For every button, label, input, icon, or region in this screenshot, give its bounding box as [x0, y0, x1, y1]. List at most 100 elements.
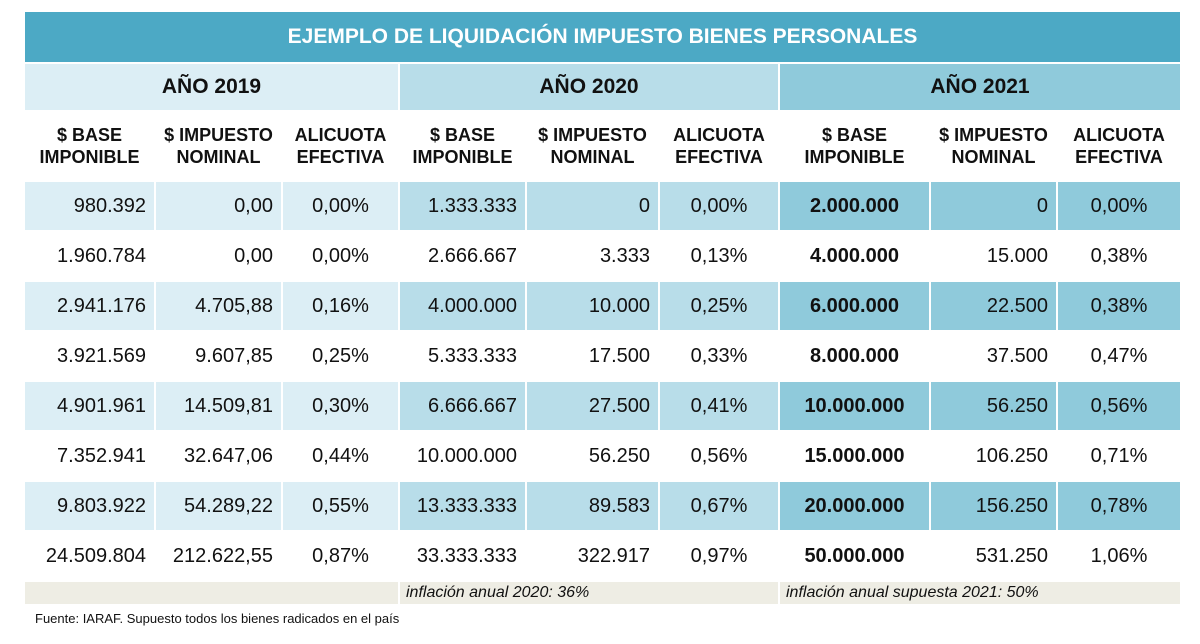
- table-row: 1.960.784 0,00 0,00% 2.666.667 3.333 0,13% 4.0…: [23, 230, 1183, 282]
- table-cell: 2.666.667: [398, 230, 527, 282]
- header-base-2020: $ BASE IMPONIBLE: [398, 110, 527, 182]
- table-cell: 0,00: [154, 230, 283, 282]
- table-cell: 1.333.333: [398, 180, 527, 232]
- notes-row: inflación anual 2020: 36% inflación anua…: [23, 580, 1183, 606]
- note-2019: [23, 580, 400, 606]
- header-line-2: IMPONIBLE: [412, 147, 513, 167]
- header-impuesto-2020: $ IMPUESTO NOMINAL: [525, 110, 660, 182]
- table-cell: 4.705,88: [154, 280, 283, 332]
- header-base-2021: $ BASE IMPONIBLE: [778, 110, 931, 182]
- table-cell: 0,97%: [658, 530, 780, 582]
- table-row: 3.921.569 9.607,85 0,25% 5.333.333 17.500 0,3…: [23, 330, 1183, 382]
- header-line-2: IMPONIBLE: [39, 147, 140, 167]
- table-cell: 0: [525, 180, 660, 232]
- table-cell: 0,25%: [281, 330, 400, 382]
- table-cell: 212.622,55: [154, 530, 283, 582]
- table-cell: 0,44%: [281, 430, 400, 482]
- year-2019-header: AÑO 2019: [23, 62, 400, 112]
- note-2020: inflación anual 2020: 36%: [398, 580, 780, 606]
- table-cell: 0,16%: [281, 280, 400, 332]
- table-cell: 0,33%: [658, 330, 780, 382]
- table-cell: 6.666.667: [398, 380, 527, 432]
- tax-table: EJEMPLO DE LIQUIDACIÓN IMPUESTO BIENES P…: [22, 10, 1183, 606]
- table-cell: 0,87%: [281, 530, 400, 582]
- table-cell: 980.392: [23, 180, 156, 232]
- table-row: 980.392 0,00 0,00% 1.333.333 0 0,00% 2.000.000…: [23, 180, 1183, 232]
- table-cell: 2.941.176: [23, 280, 156, 332]
- source-note: Fuente: IARAF. Supuesto todos los bienes…: [35, 611, 400, 626]
- table-cell: 0,13%: [658, 230, 780, 282]
- table-cell: 0,00%: [658, 180, 780, 232]
- table-cell: 89.583: [525, 480, 660, 532]
- header-line-2: EFECTIVA: [296, 147, 385, 167]
- table-cell: 0: [929, 180, 1058, 232]
- table-cell: 37.500: [929, 330, 1058, 382]
- table-cell: 10.000.000: [778, 380, 931, 432]
- table-cell: 22.500: [929, 280, 1058, 332]
- header-line-1: ALICUOTA: [294, 125, 387, 145]
- table-cell: 13.333.333: [398, 480, 527, 532]
- table-cell: 0,56%: [1055, 380, 1183, 432]
- table-cell: 0,67%: [658, 480, 780, 532]
- table-cell: 0,00%: [1055, 180, 1183, 232]
- table-cell: 0,47%: [1055, 330, 1183, 382]
- table-cell: 6.000.000: [778, 280, 931, 332]
- header-alicuota-2021: ALICUOTA EFECTIVA: [1055, 110, 1183, 182]
- header-line-2: NOMINAL: [550, 147, 635, 167]
- table-cell: 17.500: [525, 330, 660, 382]
- header-line-2: EFECTIVA: [1075, 147, 1163, 167]
- table-cell: 27.500: [525, 380, 660, 432]
- table-cell: 0,56%: [658, 430, 780, 482]
- header-impuesto-2021: $ IMPUESTO NOMINAL: [929, 110, 1058, 182]
- header-line-1: $ IMPUESTO: [164, 125, 273, 145]
- year-2020-header: AÑO 2020: [398, 62, 780, 112]
- table-title: EJEMPLO DE LIQUIDACIÓN IMPUESTO BIENES P…: [22, 10, 1183, 64]
- note-2021: inflación anual supuesta 2021: 50%: [777, 580, 1183, 606]
- table-cell: 4.000.000: [398, 280, 527, 332]
- header-line-2: IMPONIBLE: [804, 147, 905, 167]
- table-row: 7.352.941 32.647,06 0,44% 10.000.000 56.250 0…: [23, 430, 1183, 482]
- header-line-2: NOMINAL: [176, 147, 261, 167]
- table-cell: 1.960.784: [23, 230, 156, 282]
- table-cell: 0,78%: [1055, 480, 1183, 532]
- table-cell: 54.289,22: [154, 480, 283, 532]
- header-line-1: $ IMPUESTO: [538, 125, 647, 145]
- table-row: 9.803.922 54.289,22 0,55% 13.333.333 89.583 0…: [23, 480, 1183, 532]
- table-cell: 0,00: [154, 180, 283, 232]
- table-cell: 8.000.000: [778, 330, 931, 382]
- table-cell: 3.333: [525, 230, 660, 282]
- table-row: 4.901.961 14.509,81 0,30% 6.666.667 27.500 0,…: [23, 380, 1183, 432]
- header-line-1: $ IMPUESTO: [939, 125, 1048, 145]
- header-line-1: ALICUOTA: [1073, 125, 1165, 145]
- table-cell: 24.509.804: [23, 530, 156, 582]
- table-cell: 5.333.333: [398, 330, 527, 382]
- table-cell: 322.917: [525, 530, 660, 582]
- header-line-1: ALICUOTA: [673, 125, 765, 145]
- table-cell: 50.000.000: [778, 530, 931, 582]
- table-cell: 0,25%: [658, 280, 780, 332]
- table-row: 2.941.176 4.705,88 0,16% 4.000.000 10.000 0,2…: [23, 280, 1183, 332]
- header-line-1: $ BASE: [429, 125, 496, 145]
- table-cell: 1,06%: [1055, 530, 1183, 582]
- table-cell: 56.250: [929, 380, 1058, 432]
- table-body: 980.392 0,00 0,00% 1.333.333 0 0,00% 2.000.000…: [23, 180, 1183, 582]
- table-row: 24.509.804 212.622,55 0,87% 33.333.333 322.9…: [23, 530, 1183, 582]
- table-cell: 2.000.000: [778, 180, 931, 232]
- table-cell: 33.333.333: [398, 530, 527, 582]
- header-alicuota-2019: ALICUOTA EFECTIVA: [281, 110, 400, 182]
- header-line-1: $ BASE: [821, 125, 888, 145]
- table-cell: 10.000: [525, 280, 660, 332]
- table-cell: 0,38%: [1055, 280, 1183, 332]
- table-cell: 0,30%: [281, 380, 400, 432]
- table-cell: 14.509,81: [154, 380, 283, 432]
- table-cell: 32.647,06: [154, 430, 283, 482]
- table-cell: 15.000.000: [778, 430, 931, 482]
- header-line-2: NOMINAL: [951, 147, 1036, 167]
- table-cell: 0,38%: [1055, 230, 1183, 282]
- table-cell: 7.352.941: [23, 430, 156, 482]
- year-2021-header: AÑO 2021: [777, 62, 1183, 112]
- table-cell: 0,71%: [1055, 430, 1183, 482]
- header-alicuota-2020: ALICUOTA EFECTIVA: [658, 110, 780, 182]
- header-impuesto-2019: $ IMPUESTO NOMINAL: [154, 110, 283, 182]
- table-cell: 3.921.569: [23, 330, 156, 382]
